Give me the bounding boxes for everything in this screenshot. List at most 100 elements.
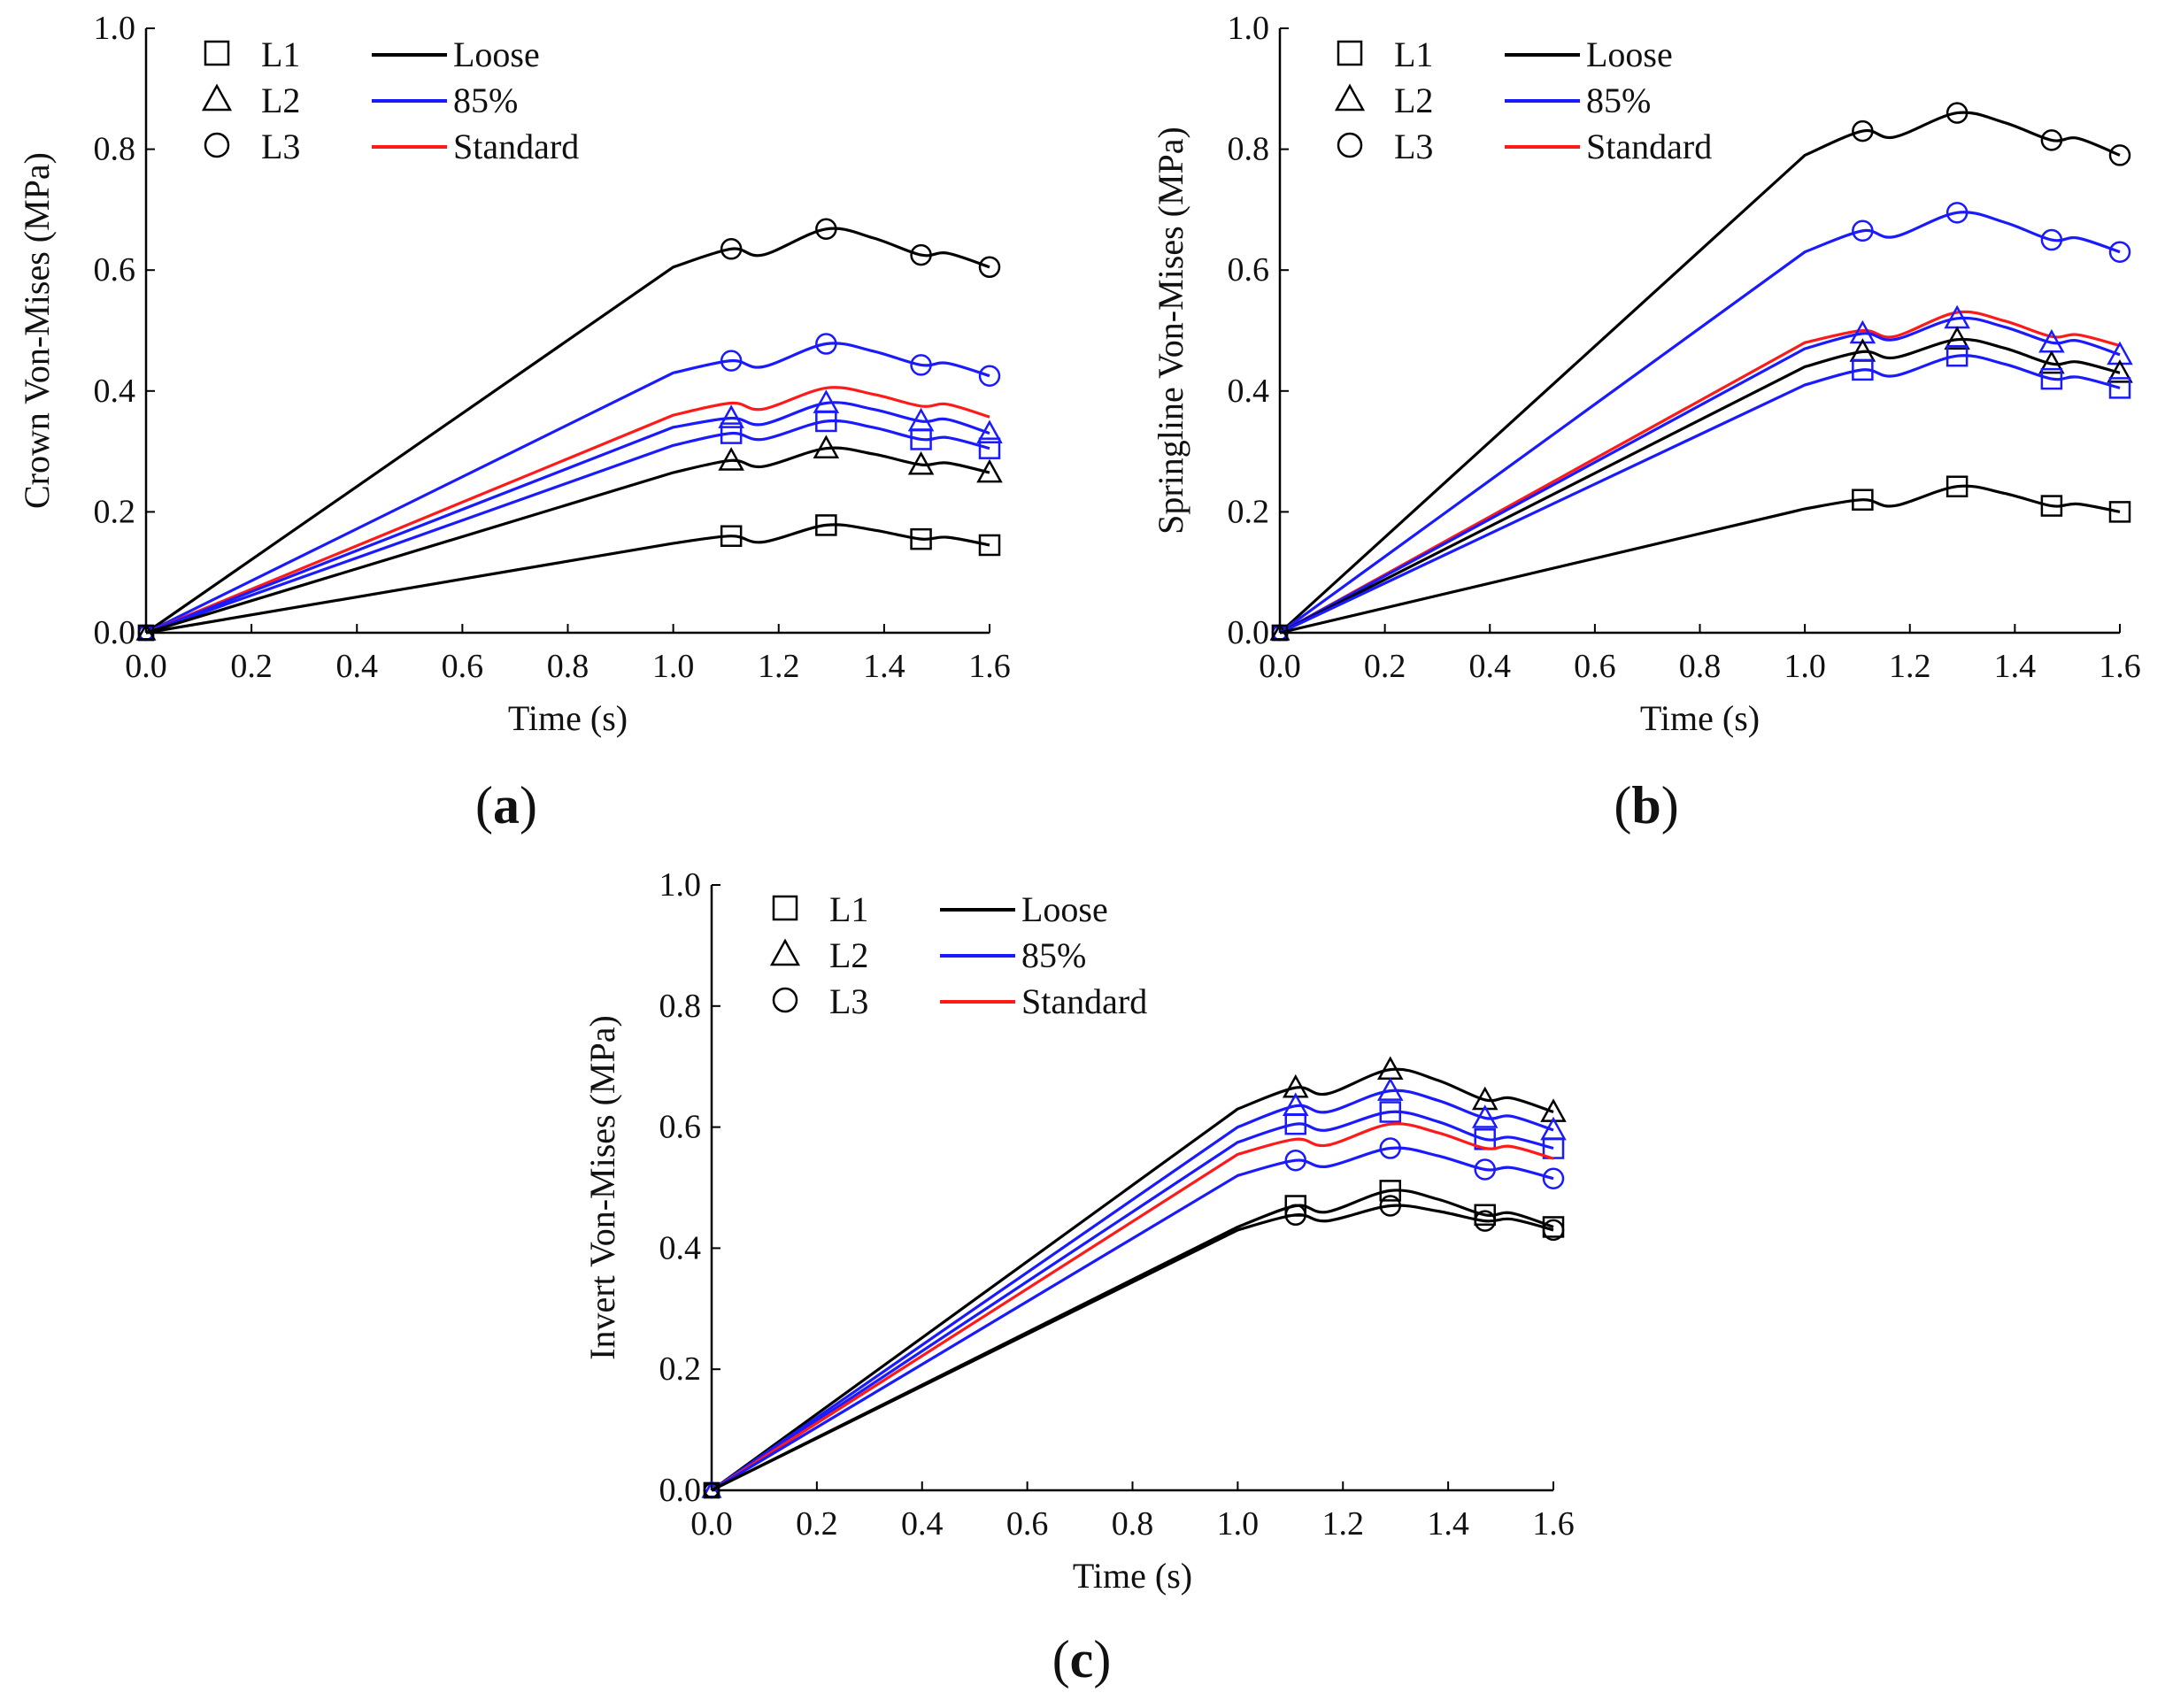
data-point bbox=[1852, 119, 1874, 142]
series-85-l3 bbox=[703, 1137, 1565, 1499]
data-point bbox=[2038, 350, 2065, 374]
data-point bbox=[1852, 219, 1874, 242]
y-tick-label: 0.6 bbox=[94, 251, 136, 289]
series-loose-l3 bbox=[137, 218, 1001, 642]
panel-label-close: ) bbox=[520, 776, 537, 835]
x-tick-label: 0.6 bbox=[1574, 648, 1616, 685]
x-tick-label: 0.0 bbox=[1259, 648, 1301, 685]
data-point bbox=[703, 1481, 720, 1499]
series-line bbox=[711, 1146, 1554, 1492]
series-85-l1 bbox=[703, 1101, 1565, 1499]
x-tick-label: 1.2 bbox=[758, 648, 800, 685]
series-line bbox=[1279, 310, 2121, 635]
data-point bbox=[2040, 367, 2063, 390]
series-line bbox=[145, 446, 990, 635]
data-point bbox=[2040, 129, 2063, 151]
x-tick-label: 0.6 bbox=[1006, 1505, 1049, 1543]
data-point bbox=[910, 428, 932, 450]
legend-marker-square bbox=[204, 40, 230, 66]
data-point bbox=[978, 256, 1001, 279]
series-line bbox=[1279, 211, 2121, 635]
y-axis-label: Invert Von-Mises (MPa) bbox=[582, 1015, 622, 1360]
series-line bbox=[145, 227, 990, 635]
data-point bbox=[2108, 241, 2131, 263]
y-tick-label: 0.4 bbox=[94, 373, 136, 410]
series-standard bbox=[1279, 310, 2121, 635]
data-point bbox=[1852, 489, 1874, 511]
data-point bbox=[1284, 1112, 1307, 1135]
x-axis-label: Time (s) bbox=[1640, 698, 1760, 738]
y-tick-label: 0.2 bbox=[659, 1350, 702, 1388]
data-point bbox=[976, 458, 1003, 483]
data-point bbox=[720, 350, 743, 372]
data-point bbox=[1474, 1158, 1496, 1181]
y-tick-label: 0.6 bbox=[659, 1109, 702, 1146]
data-point bbox=[1376, 1077, 1404, 1101]
legend-label: L1 bbox=[1394, 35, 1433, 74]
data-point bbox=[910, 243, 932, 266]
data-point bbox=[718, 447, 744, 471]
series-85-l2 bbox=[701, 1077, 1567, 1498]
y-tick-label: 0.0 bbox=[659, 1472, 702, 1509]
x-tick-label: 1.6 bbox=[2099, 648, 2141, 685]
panel-label-open: ( bbox=[1052, 1630, 1070, 1689]
series-85-l2 bbox=[1269, 304, 2133, 641]
legend-label: Standard bbox=[1586, 127, 1712, 166]
legend-label: Loose bbox=[1021, 889, 1108, 929]
series-line bbox=[711, 1189, 1554, 1492]
legend-label: L1 bbox=[829, 889, 868, 929]
y-axis-label: Springline Von-Mises (MPa) bbox=[1151, 127, 1190, 535]
x-tick-label: 0.8 bbox=[547, 648, 589, 685]
series-standard bbox=[711, 1122, 1554, 1492]
legend-label: Standard bbox=[453, 127, 579, 166]
data-point bbox=[1944, 326, 1970, 350]
series-loose-l3 bbox=[703, 1195, 1565, 1499]
data-point bbox=[1379, 1180, 1401, 1202]
data-point bbox=[2108, 501, 2131, 523]
y-tick-label: 0.2 bbox=[94, 493, 136, 530]
x-tick-label: 1.6 bbox=[1532, 1505, 1575, 1543]
x-tick-label: 0.2 bbox=[796, 1505, 838, 1543]
x-tick-label: 1.4 bbox=[1427, 1505, 1469, 1543]
data-point bbox=[907, 450, 935, 475]
series-line bbox=[711, 1067, 1554, 1492]
y-tick-label: 0.4 bbox=[659, 1229, 702, 1266]
legend-label: L2 bbox=[829, 935, 868, 975]
series-loose-l1 bbox=[1271, 475, 2131, 642]
legend-marker-triangle bbox=[201, 83, 233, 112]
x-tick-label: 0.8 bbox=[1112, 1505, 1154, 1543]
data-point bbox=[815, 333, 837, 355]
data-point bbox=[2040, 228, 2063, 251]
data-point bbox=[718, 404, 744, 428]
legend-label: L1 bbox=[261, 35, 300, 74]
x-tick-label: 0.4 bbox=[336, 648, 379, 685]
panel-label: (c) bbox=[1052, 1630, 1112, 1689]
data-point bbox=[976, 419, 1003, 443]
y-tick-label: 0.8 bbox=[94, 131, 136, 168]
series-line bbox=[1279, 337, 2121, 635]
series-85-l1 bbox=[1271, 344, 2131, 642]
data-point bbox=[815, 218, 837, 241]
legend-label: Standard bbox=[1021, 981, 1147, 1021]
y-tick-label: 0.6 bbox=[1228, 251, 1270, 289]
legend-marker-square bbox=[772, 895, 798, 921]
data-point bbox=[1471, 1104, 1499, 1128]
panel-label-open: ( bbox=[1614, 776, 1631, 835]
data-point bbox=[978, 534, 1001, 557]
legend-label: 85% bbox=[453, 81, 518, 120]
series-line bbox=[711, 1110, 1554, 1492]
data-point bbox=[1474, 1204, 1496, 1227]
data-point bbox=[720, 422, 743, 444]
chart-panel-c: 0.0 0.2 0.4 0.6 0.8 1.0 1.2 1.4 1.6 0.0 0.2 0.4 0.6 0… bbox=[582, 866, 1575, 1689]
data-point bbox=[978, 365, 1001, 387]
legend: L1 L2 L3 Loose 85% Standard bbox=[1334, 35, 1712, 166]
panel-label-letter: c bbox=[1070, 1630, 1094, 1689]
legend: L1 L2 L3 Loose 85% Standard bbox=[201, 35, 579, 166]
x-tick-label: 1.6 bbox=[968, 648, 1011, 685]
legend-label: Loose bbox=[453, 35, 540, 74]
data-point bbox=[1379, 1137, 1401, 1159]
series-line bbox=[145, 342, 990, 635]
x-axis-label: Time (s) bbox=[508, 698, 628, 738]
series-85-l2 bbox=[135, 389, 1003, 641]
